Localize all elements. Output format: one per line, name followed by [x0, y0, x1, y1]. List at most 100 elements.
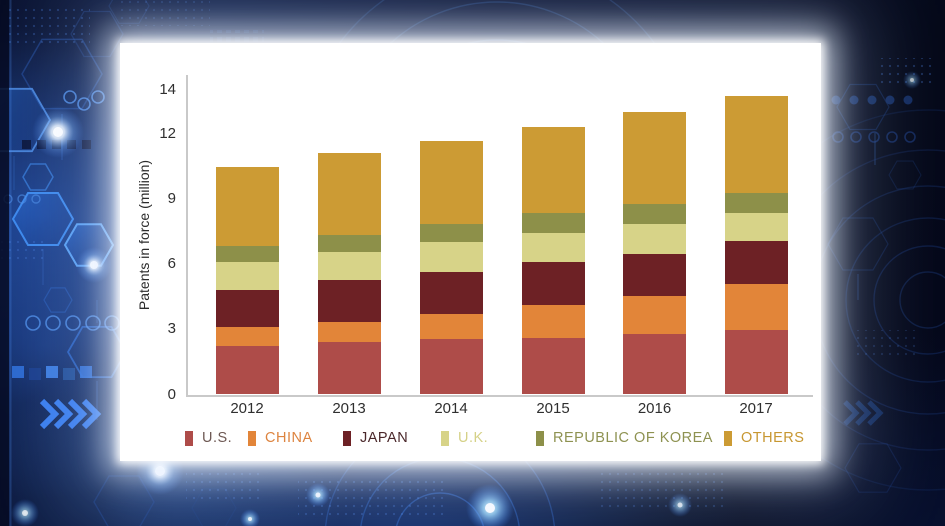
legend: U.S. CHINA JAPAN U.K. REPUBLIC OF KOREA OTHER…	[120, 427, 821, 453]
hexagon-icon	[827, 217, 889, 271]
bar-segment-2015-republic-of-korea	[521, 213, 585, 233]
dot-icon	[903, 95, 913, 105]
chevron-right-icon	[843, 400, 860, 426]
glow-dot-icon	[22, 510, 28, 516]
bar-segment-2017-others	[724, 96, 788, 194]
dot-icon	[849, 95, 859, 105]
legend-item-japan: JAPAN	[343, 427, 408, 449]
dot-grid	[120, 0, 210, 26]
bar-segment-2016-u-s	[623, 334, 686, 395]
chevron-right-icon	[81, 398, 102, 430]
concentric-arcs-icon	[813, 185, 945, 415]
bar-segment-2013-republic-of-korea	[317, 235, 381, 253]
bar-segment-2016-republic-of-korea	[623, 204, 686, 224]
x-tick-label: 2014	[434, 400, 468, 417]
concentric-arcs-icon	[873, 245, 945, 355]
concentric-arcs-icon	[845, 217, 945, 383]
dot-icon	[885, 95, 895, 105]
bar-segment-2014-japan	[419, 271, 483, 315]
pixel-squares-icon	[22, 140, 31, 149]
legend-label: U.S.	[202, 430, 233, 446]
bar-segment-2017-japan	[724, 241, 788, 285]
bar-segment-2017-u-s	[724, 329, 788, 395]
chart-card: Patents in force (million) 0 3 6 9 12 14 2012 2…	[120, 43, 821, 461]
circle-dots-icon	[45, 315, 61, 331]
circle-dots-icon	[850, 131, 862, 143]
hexagon-icon	[11, 192, 75, 246]
glow-dot-icon	[155, 466, 165, 476]
dot-grid	[186, 468, 260, 502]
circle-dots-icon	[832, 131, 844, 143]
glow-dot-icon	[90, 261, 98, 269]
bar-segment-2015-china	[521, 305, 585, 338]
bar-segment-2016-others	[623, 112, 686, 205]
legend-swatch	[248, 430, 256, 446]
pixel-squares-icon	[12, 366, 24, 378]
glow-dot-icon	[910, 78, 914, 82]
bar-segment-2012-republic-of-korea	[215, 245, 279, 262]
hexagon-icon	[888, 160, 922, 190]
glow-dot-icon	[315, 492, 321, 498]
dot-grid	[856, 330, 916, 360]
y-tick-label: 3	[167, 320, 176, 338]
glow-dot-icon	[485, 503, 495, 513]
bar-segment-2012-u-k	[215, 261, 279, 291]
circle-dots-icon	[17, 194, 27, 204]
bar-segment-2017-china	[724, 284, 788, 330]
legend-item-others: OTHERS	[724, 427, 804, 449]
legend-swatch	[724, 430, 732, 446]
y-tick-label: 14	[159, 81, 176, 98]
circle-dots-icon	[63, 90, 77, 104]
dot-icon	[831, 95, 841, 105]
x-tick-label: 2012	[230, 400, 264, 417]
y-tick-label: 0	[167, 385, 176, 403]
bar-segment-2014-republic-of-korea	[419, 224, 483, 242]
pixel-squares-icon	[46, 366, 58, 378]
legend-label: CHINA	[265, 430, 313, 446]
bar-segment-2013-china	[317, 321, 381, 343]
x-tick-label: 2017	[739, 400, 773, 417]
bar-segment-2013-u-k	[317, 252, 381, 281]
x-tick-label: 2016	[637, 400, 672, 417]
bar-segment-2017-u-k	[724, 213, 788, 242]
chevron-right-icon	[855, 400, 872, 426]
dot-grid	[600, 470, 728, 508]
chevron-right-icon	[53, 398, 74, 430]
circle-dots-icon	[886, 131, 898, 143]
legend-swatch	[343, 430, 351, 446]
dot-icon	[867, 95, 877, 105]
plot-area: 0 3 6 9 12 14 2012 2013 2014 2015 2016 2017	[120, 43, 821, 461]
bar-segment-2013-japan	[317, 280, 381, 322]
circle-dots-icon	[25, 315, 41, 331]
legend-label: OTHERS	[741, 430, 805, 446]
legend-label: JAPAN	[360, 430, 409, 446]
legend-label: U.K.	[458, 430, 489, 446]
x-tick-label: 2013	[332, 400, 366, 417]
bar-segment-2013-u-s	[317, 342, 381, 395]
bar-segment-2017-republic-of-korea	[724, 193, 788, 214]
left-edge-band	[0, 0, 9, 526]
legend-item-u-s: U.S.	[185, 427, 232, 449]
bar-segment-2012-china	[215, 327, 279, 347]
legend-swatch	[536, 430, 544, 446]
bar-segment-2015-u-s	[521, 337, 585, 395]
circle-dots-icon	[65, 315, 81, 331]
circle-dots-icon	[104, 315, 120, 331]
hexagon-icon	[66, 325, 128, 379]
bar-segment-2015-japan	[521, 262, 585, 306]
glow-dot-icon	[248, 517, 252, 521]
bar-segment-2013-others	[317, 152, 381, 236]
chevron-right-icon	[867, 400, 884, 426]
bar-segment-2016-u-k	[623, 223, 686, 254]
circle-dots-icon	[904, 131, 916, 143]
bar-segment-2016-japan	[623, 253, 686, 297]
glow-dot-icon	[53, 127, 63, 137]
y-tick-label: 12	[159, 124, 176, 142]
circle-dots-icon	[85, 315, 101, 331]
hexagon-icon	[22, 163, 54, 191]
hexagon-icon	[43, 287, 73, 313]
bar-segment-2015-others	[521, 127, 585, 214]
y-tick-label: 9	[167, 189, 176, 207]
dot-grid	[6, 4, 90, 44]
